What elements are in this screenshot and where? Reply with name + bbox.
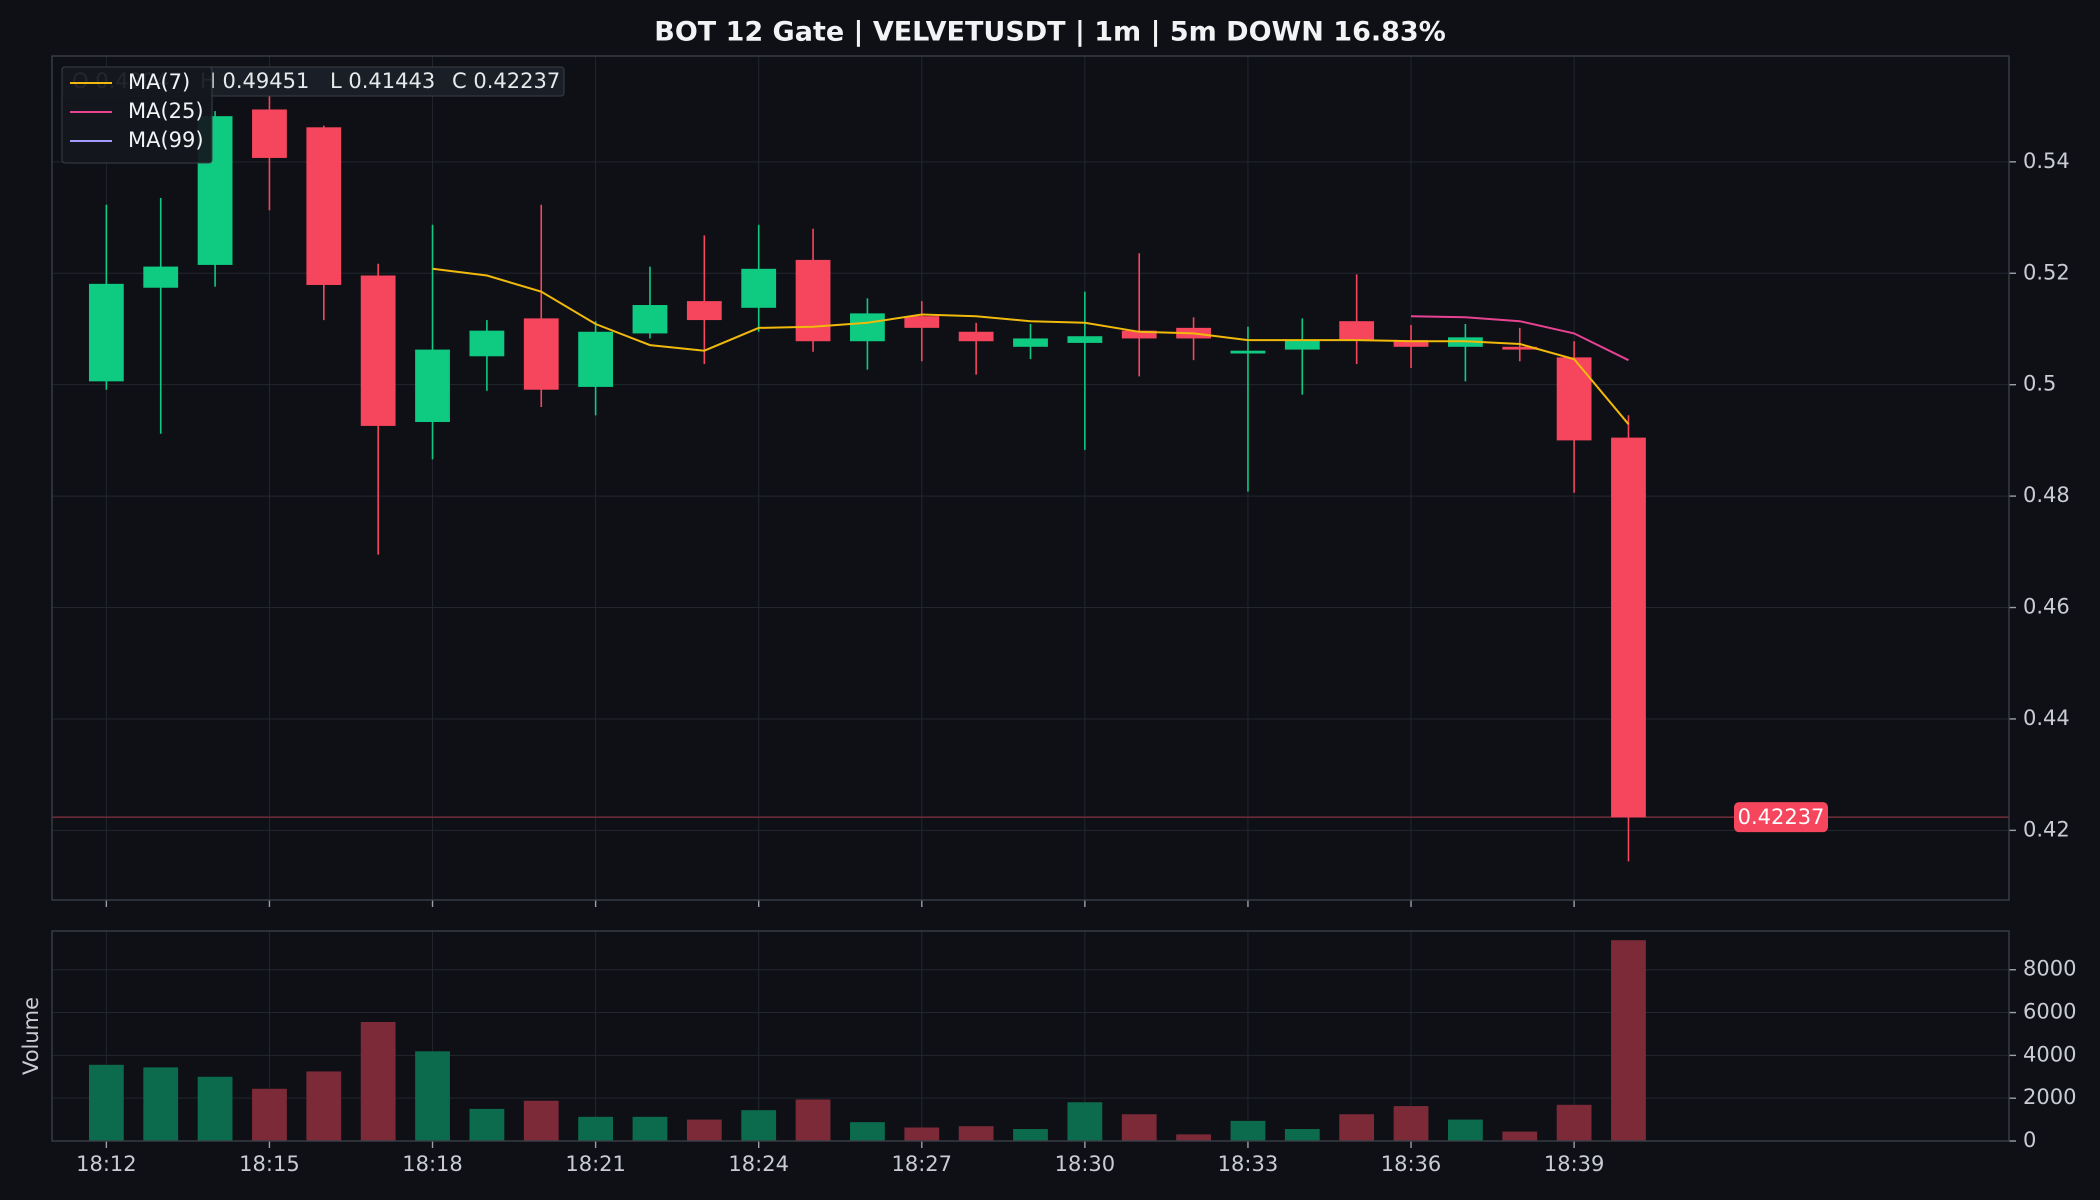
volume-bar	[360, 1021, 396, 1141]
volume-bar	[252, 1088, 287, 1141]
candle-body	[578, 331, 614, 387]
candle-body	[686, 301, 722, 321]
candle-body	[1067, 336, 1103, 343]
candle-body	[632, 305, 668, 334]
volume-bar	[1230, 1120, 1266, 1141]
candle-body	[795, 259, 831, 342]
ohlc-info: H 0.49451	[200, 69, 309, 93]
x-tick-label: 18:15	[239, 1152, 300, 1176]
x-tick-label: 18:36	[1381, 1152, 1442, 1176]
candle-body	[1556, 357, 1592, 441]
candle-body	[469, 330, 505, 357]
volume-panel-frame	[51, 930, 2010, 1142]
volume-bar	[686, 1119, 722, 1141]
volume-bar	[143, 1067, 179, 1141]
volume-bar	[795, 1099, 831, 1141]
x-tick-label: 18:18	[402, 1152, 463, 1176]
candle-body	[1393, 340, 1429, 347]
last-price-badge: 0.42237	[1734, 802, 1828, 833]
y-tick-label: 2000	[2023, 1085, 2076, 1109]
volume-bar	[1176, 1134, 1211, 1141]
candle-body	[1013, 338, 1048, 347]
volume-bar	[632, 1116, 668, 1141]
y-tick-label: 0.44	[2023, 706, 2070, 730]
x-tick-label: 18:12	[76, 1152, 137, 1176]
volume-bar	[415, 1051, 450, 1141]
ma-line	[1410, 315, 1629, 362]
volume-bar	[1284, 1129, 1320, 1141]
volume-bar	[1611, 940, 1646, 1141]
x-tick-label: 18:39	[1544, 1152, 1605, 1176]
candle-body	[1284, 340, 1320, 350]
x-tick-label: 18:24	[728, 1152, 789, 1176]
y-tick-label: 0.42	[2023, 817, 2070, 841]
volume-bar	[306, 1071, 342, 1141]
candle-body	[523, 318, 559, 390]
y-tick-label: 4000	[2023, 1042, 2076, 1066]
volume-bar	[850, 1122, 885, 1141]
candle-body	[904, 316, 940, 328]
candle-body	[1230, 350, 1266, 354]
y-tick-label: 0.54	[2023, 149, 2070, 173]
volume-bar	[1556, 1104, 1592, 1141]
ma-line	[432, 267, 1630, 425]
y-tick-label: 0.5	[2023, 372, 2056, 396]
legend-label: MA(25)	[128, 99, 204, 123]
volume-bar	[1121, 1114, 1157, 1141]
volume-bar	[741, 1110, 777, 1141]
volume-bar	[578, 1116, 614, 1141]
volume-bar	[469, 1108, 505, 1141]
legend-box	[61, 66, 213, 164]
volume-bar	[1067, 1102, 1103, 1141]
volume-bar	[88, 1064, 124, 1141]
ohlc-info: L 0.41443	[330, 69, 435, 93]
candle-body	[1121, 330, 1157, 339]
y-tick-label: 8000	[2023, 957, 2076, 981]
x-tick-label: 18:21	[565, 1152, 626, 1176]
candle-body	[143, 266, 179, 288]
candle-body	[958, 331, 994, 342]
y-tick-label: 0	[2023, 1128, 2036, 1152]
volume-bar	[197, 1076, 233, 1141]
candle-body	[360, 275, 396, 426]
legend-label: MA(7)	[128, 70, 190, 94]
price-panel-frame	[51, 55, 2010, 901]
volume-bar	[523, 1100, 559, 1141]
y-tick-label: 0.48	[2023, 483, 2070, 507]
ohlc-info: C 0.42237	[452, 69, 560, 93]
candle-body	[741, 268, 777, 308]
chart-title: BOT 12 Gate | VELVETUSDT | 1m | 5m DOWN …	[654, 17, 1446, 48]
candle-body	[850, 313, 885, 342]
last-price-box	[1734, 802, 1828, 833]
volume-bar	[958, 1126, 994, 1141]
volume-bar	[904, 1127, 940, 1141]
candle-body	[88, 283, 124, 382]
y-tick-label: 6000	[2023, 1000, 2076, 1024]
candle-body	[252, 109, 287, 158]
y-tick-label: 0.46	[2023, 595, 2070, 619]
last-price-label: 0.42237	[1738, 805, 1825, 829]
volume-bar	[1502, 1131, 1538, 1141]
x-tick-label: 18:30	[1055, 1152, 1116, 1176]
volume-bar	[1393, 1106, 1429, 1141]
candle-body	[1502, 346, 1538, 350]
y-tick-label: 0.52	[2023, 260, 2070, 284]
legend-label: MA(99)	[128, 128, 204, 152]
x-tick-label: 18:27	[892, 1152, 953, 1176]
volume-bar	[1447, 1119, 1483, 1141]
candle-body	[1339, 321, 1375, 341]
candle-body	[415, 349, 450, 423]
volume-bar	[1013, 1129, 1048, 1141]
candle-body	[1611, 437, 1646, 818]
x-tick-label: 18:33	[1218, 1152, 1279, 1176]
y-axis-label: Volume	[19, 997, 43, 1075]
volume-bar	[1339, 1114, 1375, 1141]
candle-body	[306, 127, 342, 285]
